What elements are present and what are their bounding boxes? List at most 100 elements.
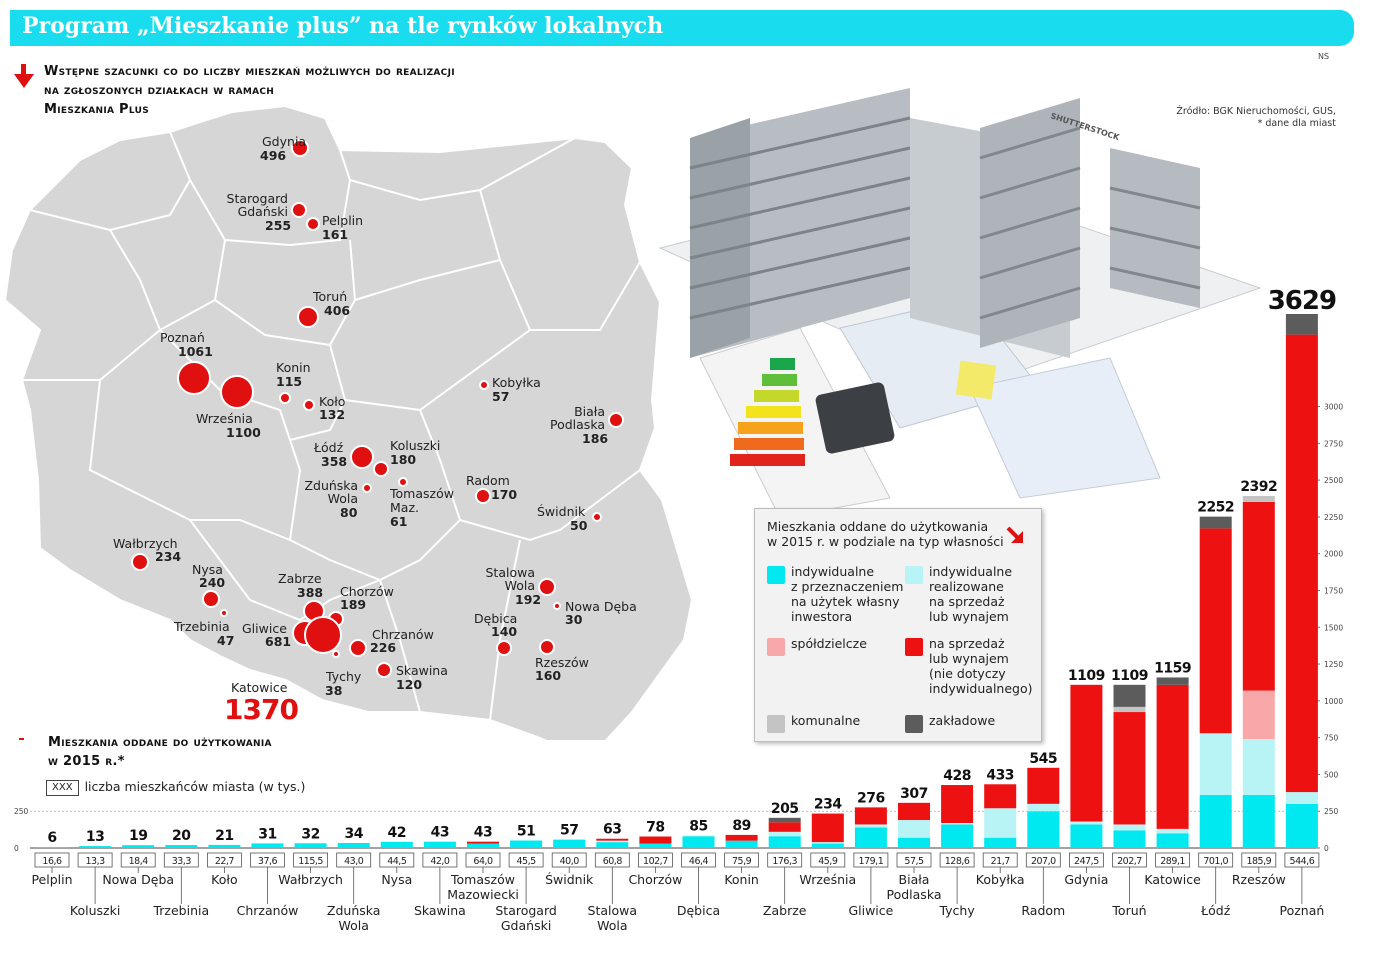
bar-segment xyxy=(1199,528,1232,734)
category-label: Koło xyxy=(211,872,237,887)
marker-kolo xyxy=(303,399,315,411)
legend-title-line: Mieszkania oddane do użytkowania xyxy=(767,519,989,534)
bar-segment xyxy=(337,842,370,848)
city-label: Wałbrzych xyxy=(113,536,178,551)
bar-segment xyxy=(380,841,413,848)
city-value: 80 xyxy=(340,505,358,520)
bar-segment xyxy=(1285,803,1318,848)
category-label: Chrzanów xyxy=(237,903,299,918)
bar-total-label: 34 xyxy=(344,826,363,842)
bar-segment xyxy=(768,831,801,837)
legend-label: na sprzedaż xyxy=(929,636,1005,651)
bar-segment xyxy=(898,802,930,821)
category-label: Koluszki xyxy=(70,903,120,918)
bar-total-label: 2392 xyxy=(1240,479,1277,495)
y-tick-label: 2250 xyxy=(1324,513,1343,522)
city-label: Gdynia xyxy=(262,134,306,149)
city-label: Nysa xyxy=(192,562,223,577)
source-note: Źródło: BGK Nieruchomości, GUS, * dane d… xyxy=(1176,106,1336,130)
population-label: 37,6 xyxy=(258,856,278,867)
y-tick-label: 1000 xyxy=(1324,697,1343,706)
bar-total-label: 1109 xyxy=(1068,668,1105,684)
population-label: 45,9 xyxy=(818,856,838,867)
city-label: Wola xyxy=(505,578,535,593)
bar-total-label: 1109 xyxy=(1111,668,1148,684)
marker-tomaszow-maz xyxy=(398,477,408,487)
bar-segment xyxy=(1199,733,1232,796)
category-label: Września xyxy=(799,872,856,887)
bar-segment xyxy=(1285,334,1318,793)
legend-label: komunalne xyxy=(791,713,861,728)
bar-total-label: 428 xyxy=(943,768,971,784)
marker-chrzanow xyxy=(349,639,367,657)
bar-total-label: 13 xyxy=(86,829,104,845)
bar-segment xyxy=(984,808,1017,838)
bar-segment xyxy=(122,845,155,848)
bar-segment xyxy=(467,843,499,848)
category-label: Toruń xyxy=(1111,903,1146,918)
poland-outline xyxy=(3,104,694,740)
bar-segment xyxy=(941,824,974,848)
city-value: 61 xyxy=(390,514,407,529)
city-label: Gliwice xyxy=(242,621,287,636)
legend-label: (nie dotyczy xyxy=(929,666,1006,681)
legend-label: realizowane xyxy=(929,579,1004,594)
y-tick-label: 1500 xyxy=(1324,623,1343,632)
bar-segment xyxy=(768,836,801,848)
population-label: 57,5 xyxy=(904,856,924,867)
population-label: 45,5 xyxy=(517,856,537,867)
bar-segment xyxy=(811,842,844,844)
city-value: 255 xyxy=(265,218,291,233)
y-tick-label: 1750 xyxy=(1324,586,1343,595)
poland-map: Gdynia 496 Starogard Gdański 255 Pelplin… xyxy=(3,64,694,740)
category-label: Katowice xyxy=(1144,872,1201,887)
map-labels: Gdynia 496 Starogard Gdański 255 Pelplin… xyxy=(113,134,637,726)
city-label: Poznań xyxy=(160,330,205,345)
bar-total-label: 276 xyxy=(857,790,885,806)
legend-label: zakładowe xyxy=(929,713,996,728)
marker-nysa xyxy=(202,590,220,608)
population-label: 102,7 xyxy=(643,856,668,867)
city-label: Biała xyxy=(574,404,605,419)
bar-segment xyxy=(596,842,629,848)
category-label: Zduńska xyxy=(327,903,381,918)
map-heading-line: Mieszkania Plus xyxy=(44,102,149,117)
bar-total-label: 63 xyxy=(603,822,621,838)
bar-segment xyxy=(1027,767,1060,804)
city-value: 47 xyxy=(217,633,234,648)
city-value: 115 xyxy=(276,374,302,389)
bar-total-label: 78 xyxy=(646,820,664,836)
bar-total-label: 433 xyxy=(986,767,1014,783)
population-label: 33,3 xyxy=(172,856,192,867)
bar-segment xyxy=(1285,792,1318,804)
building-right-block xyxy=(910,98,1201,358)
y-tick-label: 1250 xyxy=(1324,660,1343,669)
bar-segment xyxy=(1242,501,1275,691)
city-value: 388 xyxy=(297,585,323,600)
marker-walbrzych xyxy=(131,553,149,571)
bar-total-label: 32 xyxy=(301,826,319,842)
category-label: Pelplin xyxy=(31,872,72,887)
bar-total-label: 51 xyxy=(517,823,535,839)
city-value: 1061 xyxy=(178,344,213,359)
building-left-block xyxy=(689,88,911,358)
voivodeship-borders xyxy=(22,131,641,721)
bar-total-label: 2252 xyxy=(1197,500,1234,516)
population-label: 202,7 xyxy=(1117,856,1142,867)
y-tick-label: 500 xyxy=(1324,770,1339,779)
marker-starogard-gdanski xyxy=(291,202,307,218)
category-label: Rzeszów xyxy=(1232,872,1286,887)
city-label: Wola xyxy=(328,491,358,506)
y-tick-label: 750 xyxy=(1324,734,1339,743)
city-label: Koło xyxy=(319,394,345,409)
population-label: 179,1 xyxy=(859,856,884,867)
bar-segment xyxy=(1285,314,1318,335)
legend-label: indywidualne xyxy=(791,564,875,579)
city-value: 38 xyxy=(325,683,342,698)
bar-segment xyxy=(898,837,930,848)
city-label: Toruń xyxy=(312,289,347,304)
legend-swatch xyxy=(767,715,785,733)
category-label: Biała xyxy=(899,872,930,887)
marker-koluszki xyxy=(373,461,389,477)
marker-torun xyxy=(297,306,319,328)
